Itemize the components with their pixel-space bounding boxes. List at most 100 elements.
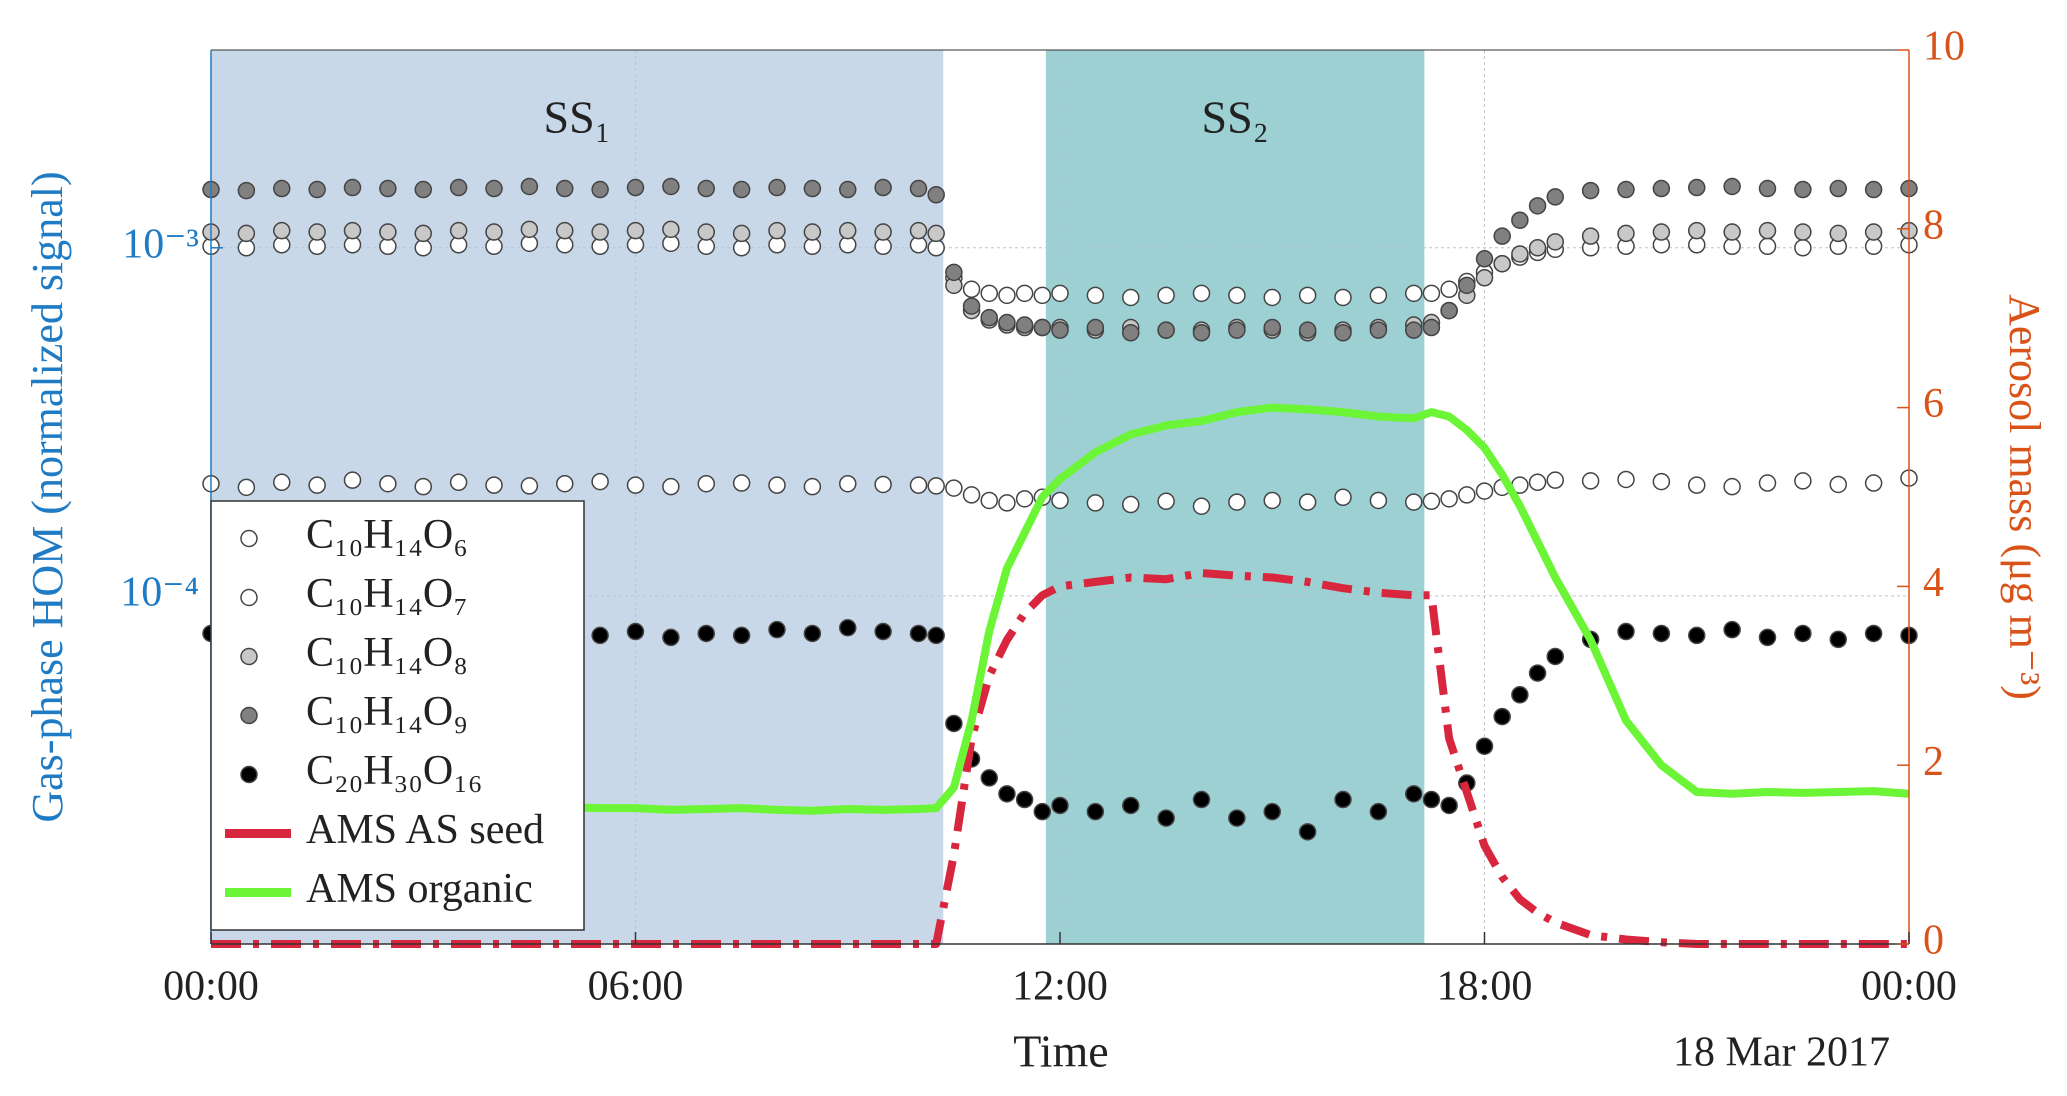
data-point [1493, 707, 1511, 726]
y2-tick-label: 6 [1923, 381, 1944, 427]
data-point [1334, 324, 1352, 342]
date-label: 18 Mar 2017 [1673, 1030, 1890, 1076]
data-point [1723, 223, 1741, 241]
data-point [520, 177, 539, 196]
data-point [1511, 245, 1529, 263]
data-point [591, 223, 609, 241]
data-point [1794, 223, 1812, 241]
data-point [1458, 276, 1476, 295]
data-point [874, 622, 892, 641]
data-point [556, 221, 574, 240]
data-point [732, 239, 751, 257]
data-point [732, 224, 751, 243]
y2-tick-label: 4 [1923, 560, 1944, 606]
data-point [449, 473, 468, 492]
data-point [1405, 493, 1423, 511]
data-point [768, 221, 786, 240]
data-point [1652, 624, 1671, 643]
data-point [379, 179, 397, 198]
legend-label: C₁₀H₁₄O₇ [306, 571, 468, 617]
data-point [1015, 284, 1034, 303]
data-point [414, 239, 432, 257]
data-point [839, 619, 857, 637]
data-point [998, 286, 1016, 305]
data-point [1794, 472, 1812, 490]
data-point [520, 477, 539, 495]
data-point [962, 297, 981, 315]
data-point [237, 239, 256, 257]
data-point [1723, 620, 1741, 639]
data-point [591, 180, 609, 199]
data-point [1652, 223, 1671, 241]
data-point [1192, 284, 1211, 303]
legend: C₁₀H₁₄O₆ C₁₀H₁₄O₇ C₁₀H₁₄O₈ C₁₀H₁₄O₉ C₂₀H₃₀O₁… [210, 500, 585, 931]
data-point [1334, 288, 1352, 307]
data-point [414, 477, 432, 496]
data-point [1528, 664, 1547, 682]
data-point [1228, 493, 1246, 511]
data-line [211, 569, 1909, 948]
data-point [449, 221, 468, 240]
data-point [1334, 790, 1352, 809]
data-point [1422, 492, 1441, 511]
data-point [1581, 181, 1600, 200]
data-point [1122, 796, 1140, 815]
data-point [1829, 630, 1847, 649]
data-point [1546, 647, 1564, 666]
legend-marker [240, 765, 258, 784]
data-point [980, 491, 998, 510]
data-point [874, 178, 892, 197]
data-point [1015, 490, 1034, 508]
data-point [1864, 180, 1883, 199]
data-point [909, 179, 928, 198]
data-point [927, 239, 945, 257]
data-point [874, 223, 892, 241]
data-point [1688, 221, 1706, 240]
data-point [1458, 486, 1476, 504]
data-point [1369, 802, 1388, 821]
data-point [1758, 628, 1777, 647]
data-point [1192, 497, 1211, 515]
data-point [379, 223, 397, 241]
data-point [697, 179, 715, 198]
data-point [1122, 495, 1140, 514]
x-axis-label: Time [1013, 1026, 1108, 1077]
data-point [1298, 286, 1317, 305]
data-point [1475, 482, 1494, 500]
data-point [1086, 286, 1105, 305]
data-point [1263, 318, 1281, 337]
data-point [273, 179, 291, 198]
data-point [1829, 179, 1847, 198]
data-point [662, 220, 680, 239]
data-point [980, 284, 998, 303]
data-point [839, 474, 857, 493]
data-point [1864, 474, 1883, 492]
data-point [1794, 180, 1812, 199]
data-point [1298, 493, 1317, 511]
data-point [998, 313, 1016, 332]
data-point [1422, 318, 1441, 337]
data-point [662, 628, 680, 647]
data-point [1475, 269, 1494, 287]
x-tick-label: 06:00 [588, 964, 684, 1010]
data-point [1688, 476, 1706, 494]
data-point [1829, 475, 1847, 494]
data-point [927, 186, 945, 204]
data-point [839, 221, 857, 240]
data-point [1688, 626, 1706, 645]
data-point [1546, 233, 1564, 251]
y2-tick-label: 2 [1923, 739, 1944, 785]
data-point [803, 477, 822, 496]
data-point [449, 178, 468, 197]
data-point [1228, 809, 1246, 827]
data-point [1723, 477, 1741, 496]
data-point [1652, 472, 1671, 491]
data-point [697, 474, 715, 493]
data-point [626, 476, 645, 494]
data-point [237, 224, 256, 243]
data-point [485, 476, 503, 494]
data-point [1228, 286, 1246, 305]
data-point [1581, 227, 1600, 245]
data-point [1475, 250, 1494, 268]
